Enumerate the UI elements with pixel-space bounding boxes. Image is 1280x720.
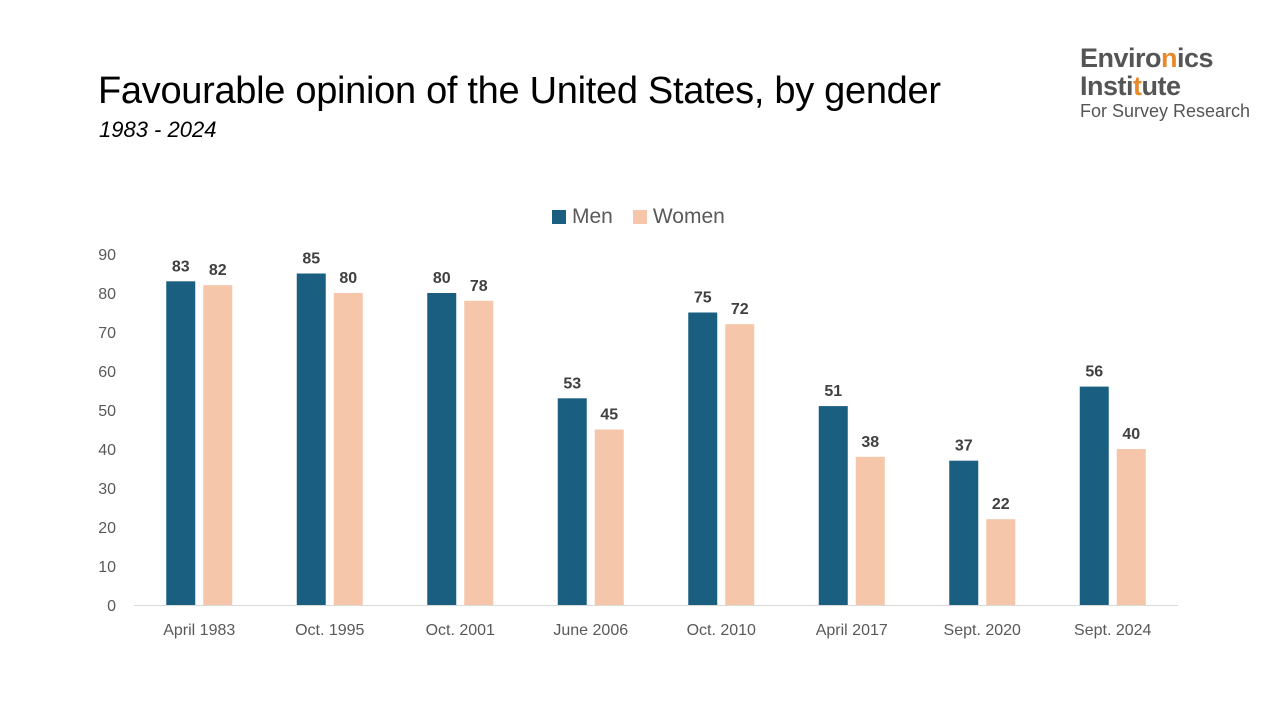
logo-line-3: For Survey Research — [1080, 101, 1251, 121]
x-tick-label: Oct. 2001 — [426, 622, 495, 639]
legend-item-women: Women — [632, 205, 725, 229]
y-tick-label: 50 — [98, 403, 116, 420]
data-label-men: 85 — [302, 251, 320, 268]
bar-women — [1116, 449, 1146, 605]
logo-line-1: Environics — [1080, 44, 1270, 72]
data-label-men: 51 — [824, 383, 842, 400]
logo-text: Insti — [1080, 71, 1134, 101]
y-tick-label: 40 — [98, 442, 116, 459]
logo-line-2: Institute — [1080, 72, 1270, 100]
bar-women — [855, 456, 885, 605]
data-label-men: 83 — [172, 258, 190, 275]
x-tick-label: June 2006 — [553, 622, 628, 639]
bar-women — [203, 285, 233, 605]
data-label-women: 80 — [339, 270, 357, 287]
logo-text: ics — [1177, 43, 1214, 73]
legend-swatch-men — [552, 210, 566, 224]
bar-women — [464, 300, 494, 605]
data-label-men: 37 — [955, 438, 973, 455]
bar-men — [688, 312, 718, 605]
bar-men — [166, 281, 196, 605]
y-tick-label: 0 — [107, 598, 116, 615]
y-tick-label: 20 — [98, 520, 116, 537]
data-label-women: 72 — [731, 301, 749, 318]
data-label-women: 78 — [470, 278, 488, 295]
legend-swatch-women — [632, 210, 647, 224]
y-tick-label: 10 — [98, 559, 116, 576]
bar-women — [594, 429, 624, 605]
x-tick-label: Sept. 2024 — [1074, 622, 1152, 639]
y-tick-label: 30 — [98, 481, 116, 498]
x-tick-label: Oct. 1995 — [295, 622, 364, 639]
chart-title: Favourable opinion of the United States,… — [98, 70, 941, 112]
bar-men — [818, 406, 848, 605]
data-label-men: 56 — [1085, 364, 1103, 381]
y-tick-label: 70 — [98, 325, 116, 342]
legend-item-men: Men — [552, 205, 613, 229]
data-label-men: 80 — [433, 270, 451, 287]
x-tick-label: Oct. 2010 — [687, 622, 756, 639]
legend-label-men: Men — [572, 205, 613, 228]
chart-subtitle: 1983 - 2024 — [99, 117, 217, 142]
logo-text: Enviro — [1080, 43, 1162, 73]
bar-men — [1079, 386, 1109, 605]
bar-men — [949, 460, 979, 605]
bar-men — [296, 273, 326, 605]
data-label-women: 22 — [992, 496, 1010, 513]
data-label-women: 45 — [600, 407, 618, 424]
y-tick-label: 80 — [98, 286, 116, 303]
data-label-men: 53 — [563, 375, 581, 392]
logo-text-accent: t — [1133, 71, 1142, 101]
x-tick-label: April 1983 — [163, 622, 235, 639]
data-label-women: 40 — [1122, 426, 1140, 443]
logo-text: ute — [1141, 71, 1182, 101]
bar-women — [333, 293, 363, 605]
x-tick-label: April 2017 — [816, 622, 888, 639]
bar-men — [427, 293, 457, 605]
data-label-women: 38 — [861, 434, 879, 451]
bar-men — [557, 398, 587, 605]
x-tick-label: Sept. 2020 — [944, 622, 1022, 639]
data-label-men: 75 — [694, 290, 712, 307]
environics-logo: Environics Institute For Survey Research — [1080, 44, 1270, 122]
bar-women — [725, 324, 755, 605]
logo-text-accent: n — [1161, 43, 1178, 73]
y-tick-label: 90 — [98, 247, 116, 264]
data-label-women: 82 — [209, 262, 227, 279]
y-tick-label: 60 — [98, 364, 116, 381]
chart-legend: Men Women — [552, 205, 745, 229]
bar-women — [986, 519, 1016, 605]
legend-label-women: Women — [652, 205, 725, 228]
